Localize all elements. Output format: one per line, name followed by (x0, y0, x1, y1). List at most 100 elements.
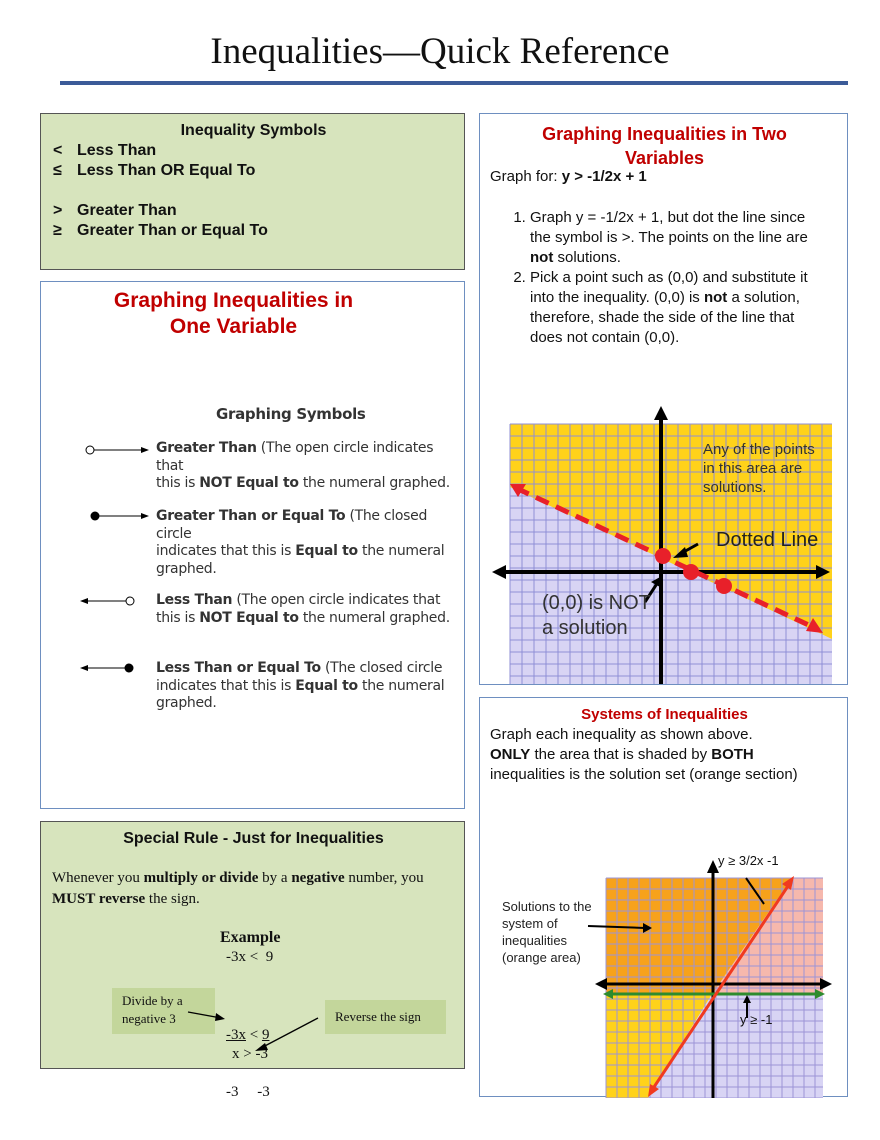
symbol: ≥ (53, 222, 62, 239)
label-line: system of (502, 916, 558, 931)
symbol-item: < Less Than (53, 141, 268, 161)
x-axis-arrow-icon (820, 978, 832, 990)
symbol: < (53, 142, 63, 159)
two-variable-box: Graphing Inequalities in Two Variables G… (479, 113, 848, 685)
operator: < (246, 1027, 262, 1043)
pointer-arrow (587, 925, 646, 929)
step: Pick a point such as (0,0) and substitut… (530, 268, 827, 348)
text: Whenever you (52, 870, 144, 886)
graph-label-solutions: Solutions to the system of inequalities … (502, 898, 592, 966)
line-arrow-icon (603, 989, 613, 999)
closed-circle-right-arrow-icon (90, 511, 149, 521)
systems-graph (587, 860, 832, 1098)
step-text: Graph y = -1/2x + 1, but dot the line si… (530, 209, 808, 246)
item-text: the numeral graphed. (298, 475, 450, 491)
symbol-explanation: Greater Than or Equal To (The closed cir… (156, 508, 464, 578)
pointer-arrow-icon (651, 576, 662, 587)
graph-for-label: Graph for: (490, 168, 562, 185)
special-rule-text: Whenever you multiply or divide by a neg… (52, 868, 462, 910)
step-text: solutions. (553, 249, 621, 266)
step-text: Pick a point such as (0,0) and substitut… (530, 269, 808, 306)
example-step1: -3x < 9 (226, 949, 274, 965)
systems-text: Graph each inequality as shown above. ON… (490, 725, 830, 785)
closed-circle-left-arrow-icon (80, 663, 134, 673)
symbol-explanation: Greater Than (The open circle indicates … (156, 440, 464, 493)
example-label: Example (220, 929, 281, 946)
step-text: a solution, therefore, shade the side of… (530, 289, 800, 346)
item-text: (The open circle indicates that (156, 440, 434, 474)
label-line: (0,0) is NOT (542, 592, 651, 614)
item-text: graphed. (156, 560, 217, 577)
symbols-heading: Inequality Symbols (180, 122, 327, 139)
x-axis-arrow-icon (492, 565, 506, 579)
numerator-right: 9 (261, 1027, 270, 1043)
x-axis-arrow-icon (595, 978, 607, 990)
symbol-explanation: Less Than (The open circle indicates tha… (156, 592, 450, 627)
symbol-label: Less Than OR Equal To (77, 162, 256, 179)
special-rule-box: Special Rule - Just for Inequalities Whe… (40, 821, 465, 1100)
text-bold: multiply or divide (143, 870, 259, 886)
text: number, you (344, 870, 424, 886)
graph-for: Graph for: y > -1/2x + 1 (490, 168, 647, 185)
graph-label-area: Any of the points in this area are solut… (703, 440, 815, 497)
heading-line: Graphing Inequalities in Two (542, 124, 787, 144)
graph-for-value: y > -1/2x + 1 (561, 168, 647, 185)
note-reverse: Reverse the sign (325, 1000, 446, 1034)
label-line: a solution (542, 617, 628, 639)
symbol-label: Greater Than or Equal To (77, 222, 268, 239)
graph-label-ineq2: y ≥ -1 (740, 1012, 773, 1027)
one-variable-box: Graphing Inequalities in One Variable Gr… (40, 281, 465, 809)
pointer-arrow-icon (643, 923, 652, 933)
item-text: this is (156, 475, 200, 491)
two-variable-heading: Graphing Inequalities in Two Variables (480, 122, 849, 170)
item-title: Less Than or Equal To (156, 660, 321, 676)
graphing-symbols-heading: Graphing Symbols (216, 405, 366, 423)
two-variable-graph (492, 406, 832, 684)
systems-heading: Systems of Inequalities (581, 706, 748, 723)
open-circle-right-arrow-icon (85, 445, 149, 455)
item-text: (The closed circle (156, 508, 428, 542)
line-arrow-icon (510, 484, 526, 497)
line-arrow-icon (782, 876, 794, 890)
pointer-arrow (643, 581, 660, 603)
item-text-bold: Equal to (295, 543, 358, 559)
text: the area that is shaded by (530, 746, 712, 763)
pointer-arrow (745, 877, 765, 905)
y-axis-arrow-icon (654, 406, 668, 420)
number-line-arrows (80, 445, 149, 673)
line-arrow-icon (806, 618, 823, 633)
item-text: the numeral (357, 543, 445, 559)
denominators: -3 -3 (226, 1084, 270, 1100)
heading-line: Graphing Inequalities in (113, 289, 354, 312)
text-bold: BOTH (711, 746, 754, 763)
symbol-label: Less Than (77, 142, 157, 159)
inequality-symbols-box: Inequality Symbols < Less Than ≤ Less Than… (40, 113, 465, 270)
label-line: in this area are (703, 460, 803, 477)
line-arrow-icon (648, 1084, 659, 1097)
arrow-icon (255, 1017, 319, 1051)
arrow-icon (187, 1011, 225, 1021)
point-marker (655, 548, 671, 564)
pointer-arrow-icon (673, 547, 688, 558)
y-axis-arrow-icon (707, 860, 719, 873)
symbol-explanation: Less Than or Equal To (The closed circle… (156, 660, 445, 713)
item-title: Less Than (156, 592, 233, 608)
item-text-bold: Equal to (295, 677, 358, 694)
graph-label-dotted: Dotted Line (716, 529, 819, 551)
systems-box: Systems of Inequalities Graph each inequ… (479, 697, 848, 1098)
open-circle-left-arrow-icon (80, 596, 135, 606)
numerator-left: -3x (226, 1027, 246, 1043)
text: by a (258, 870, 292, 886)
item-text: indicates that this is (156, 677, 296, 694)
symbol-label: Greater Than (77, 202, 177, 219)
page-title: Inequalities—Quick Reference (210, 31, 670, 72)
item-text: graphed. (156, 695, 217, 711)
symbol-item: > Greater Than (53, 201, 268, 221)
step-bold: not (530, 249, 554, 266)
item-text: the numeral (357, 677, 445, 694)
x-axis-arrow-icon (816, 565, 830, 579)
symbol: ≤ (53, 162, 62, 179)
symbol-list: < Less Than ≤ Less Than OR Equal To > Great… (53, 141, 268, 241)
item-text-bold: NOT Equal to (199, 475, 299, 491)
item-text: the numeral graphed. (298, 609, 450, 626)
